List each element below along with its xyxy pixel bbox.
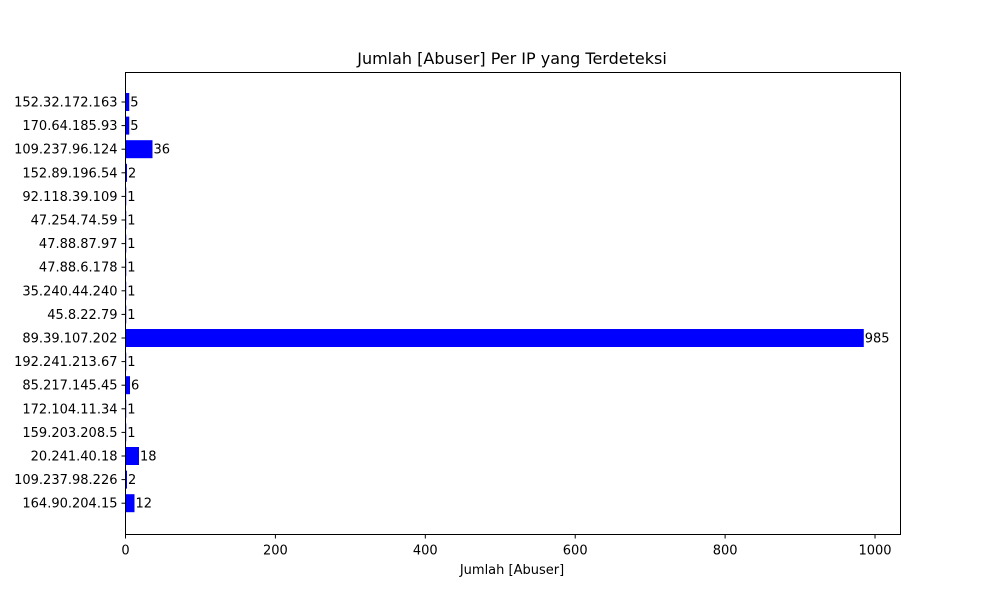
data-label: 36 bbox=[153, 143, 170, 158]
y-tick-label: 35.240.44.240 bbox=[22, 284, 117, 299]
y-tick-label: 89.39.107.202 bbox=[22, 332, 117, 347]
y-tick-label: 152.89.196.54 bbox=[22, 166, 117, 181]
x-tick-label: 0 bbox=[121, 544, 129, 559]
bar bbox=[125, 163, 127, 182]
x-axis: 0 200 400 600 800 1000 bbox=[121, 534, 892, 559]
data-label: 2 bbox=[128, 473, 136, 488]
y-tick-label: 164.90.204.15 bbox=[22, 497, 117, 512]
plot-frame bbox=[125, 72, 901, 535]
data-label: 18 bbox=[140, 450, 157, 465]
data-label: 1 bbox=[127, 190, 135, 205]
bar bbox=[125, 140, 153, 159]
y-tick-label: 47.88.6.178 bbox=[39, 261, 118, 276]
y-tick-label: 109.237.96.124 bbox=[14, 143, 117, 158]
bar bbox=[125, 447, 139, 465]
data-label: 1 bbox=[127, 402, 135, 417]
bar bbox=[125, 376, 130, 395]
y-tick-label: 172.104.11.34 bbox=[22, 402, 117, 417]
y-tick-label: 192.241.213.67 bbox=[14, 355, 117, 370]
x-tick-label: 1000 bbox=[858, 544, 891, 559]
data-label: 5 bbox=[130, 96, 138, 111]
y-axis: 152.32.172.163 170.64.185.93 109.237.96.12… bbox=[14, 96, 126, 512]
y-tick-label: 45.8.22.79 bbox=[47, 308, 117, 323]
y-tick-label: 92.118.39.109 bbox=[22, 190, 117, 205]
bar bbox=[125, 116, 130, 135]
y-tick-label: 47.254.74.59 bbox=[31, 214, 118, 229]
y-tick-label: 20.241.40.18 bbox=[31, 450, 118, 465]
data-label: 1 bbox=[127, 237, 135, 252]
x-tick-label: 800 bbox=[713, 544, 738, 559]
data-label: 6 bbox=[131, 379, 139, 394]
bar bbox=[125, 494, 135, 513]
chart-title: Jumlah [Abuser] Per IP yang Terdeteksi bbox=[356, 49, 667, 68]
x-tick-label: 400 bbox=[413, 544, 438, 559]
y-tick-label: 170.64.185.93 bbox=[22, 119, 117, 134]
data-label: 12 bbox=[135, 497, 152, 512]
data-label: 1 bbox=[127, 214, 135, 229]
x-tick-label: 200 bbox=[263, 544, 288, 559]
bar bbox=[125, 93, 130, 111]
data-label: 1 bbox=[127, 261, 135, 276]
y-tick-label: 159.203.208.5 bbox=[22, 426, 117, 441]
bar bbox=[125, 470, 127, 489]
data-label: 5 bbox=[130, 119, 138, 134]
data-label: 1 bbox=[127, 308, 135, 323]
data-label: 2 bbox=[128, 166, 136, 181]
data-label: 1 bbox=[127, 426, 135, 441]
data-label: 985 bbox=[865, 332, 890, 347]
y-tick-label: 152.32.172.163 bbox=[14, 96, 117, 111]
y-tick-label: 47.88.87.97 bbox=[39, 237, 118, 252]
x-axis-label: Jumlah [Abuser] bbox=[459, 563, 564, 578]
y-tick-label: 109.237.98.226 bbox=[14, 473, 117, 488]
bars-layer bbox=[125, 93, 864, 513]
y-tick-label: 85.217.145.45 bbox=[22, 379, 117, 394]
x-tick-label: 600 bbox=[563, 544, 588, 559]
bar bbox=[125, 329, 864, 347]
data-label: 1 bbox=[127, 355, 135, 370]
data-label: 1 bbox=[127, 284, 135, 299]
